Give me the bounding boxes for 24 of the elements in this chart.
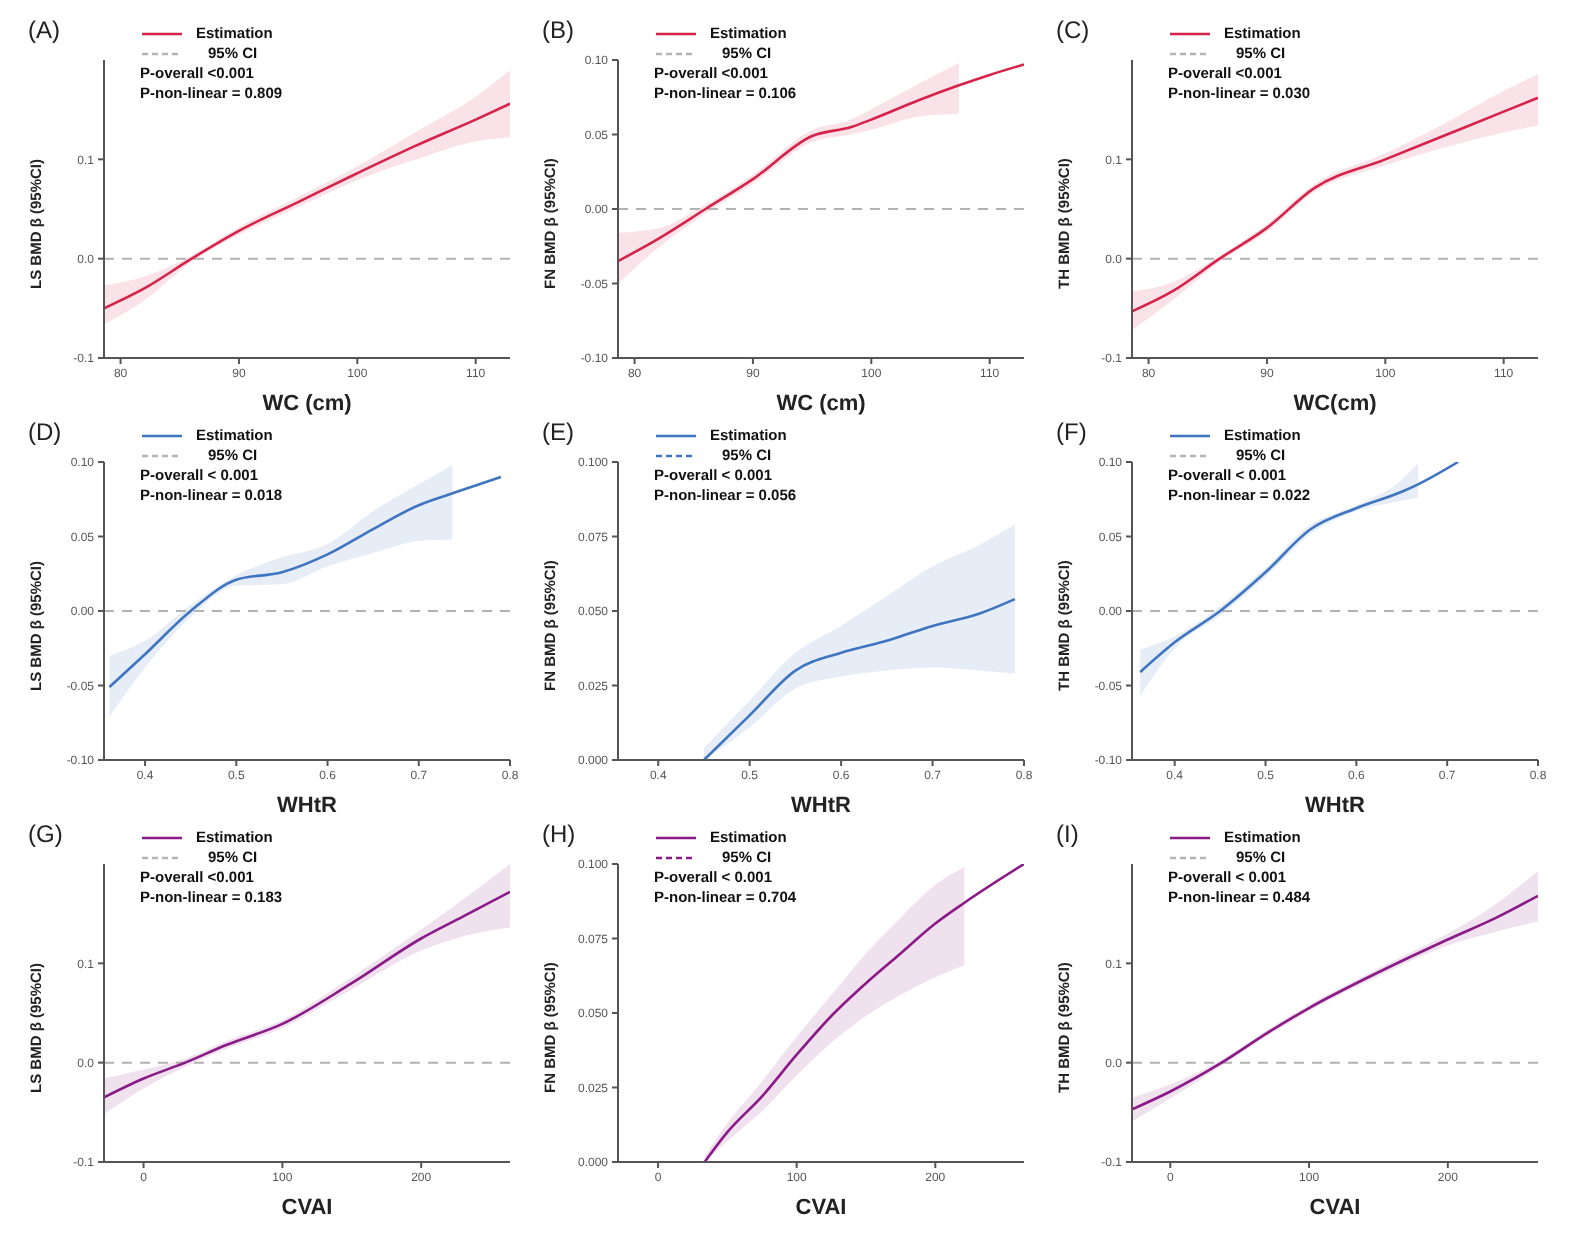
x-axis-title: CVAI <box>795 1196 847 1220</box>
line-series <box>104 102 510 310</box>
line-series <box>1132 96 1538 313</box>
chart-title: (D) <box>28 418 62 446</box>
x-axis-title: WC(cm) <box>1293 392 1378 416</box>
chart-title: (B) <box>542 16 574 44</box>
x-axis-title: CVAI <box>281 1196 333 1220</box>
line-series <box>618 63 1024 263</box>
x-axis-title: WHtR <box>791 794 852 818</box>
chart-title: (H) <box>542 820 576 848</box>
chart-title: (E) <box>542 418 574 446</box>
chart-title: (A) <box>28 16 60 44</box>
chart-title: (F) <box>1056 418 1087 446</box>
chart-title: (C) <box>1056 16 1090 44</box>
line-series <box>104 890 510 1099</box>
x-axis-title: CVAI <box>1309 1196 1361 1220</box>
chart-title: (I) <box>1056 820 1079 848</box>
x-axis-title: WHtR <box>1305 794 1366 818</box>
line-series <box>1138 462 1460 674</box>
x-axis-title: WHtR <box>277 794 338 818</box>
x-axis-title: WC (cm) <box>262 392 353 416</box>
line-series <box>702 597 1017 760</box>
x-axis-title: WC (cm) <box>776 392 867 416</box>
chart-title: (G) <box>28 820 63 848</box>
